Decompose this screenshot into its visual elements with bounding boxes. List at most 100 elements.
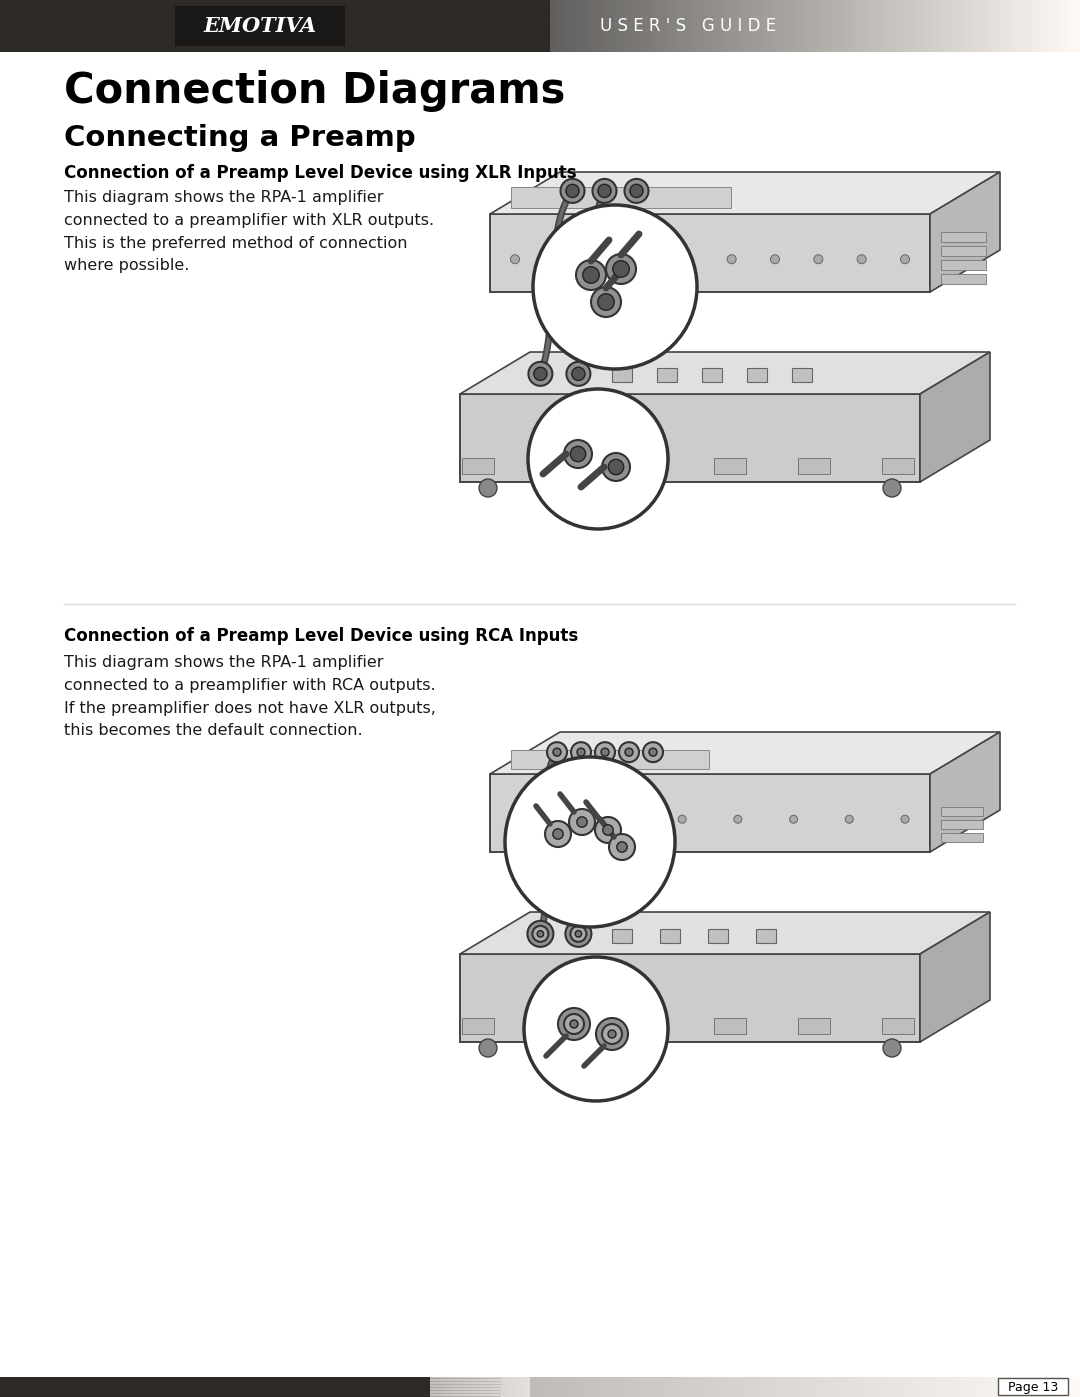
Bar bbox=[566, 0, 572, 52]
Circle shape bbox=[534, 367, 546, 380]
Bar bbox=[591, 1377, 597, 1397]
Bar bbox=[882, 458, 914, 474]
Bar bbox=[430, 1377, 435, 1397]
Bar bbox=[998, 1377, 1068, 1396]
Bar bbox=[841, 0, 848, 52]
Bar bbox=[487, 1377, 494, 1397]
Circle shape bbox=[566, 362, 591, 386]
Bar bbox=[798, 1018, 831, 1034]
Bar bbox=[434, 1377, 441, 1397]
Bar bbox=[735, 0, 742, 52]
Bar bbox=[127, 1377, 134, 1397]
Circle shape bbox=[624, 179, 648, 203]
Bar bbox=[5, 1377, 12, 1397]
Bar bbox=[708, 929, 728, 943]
Bar bbox=[408, 1377, 415, 1397]
Circle shape bbox=[480, 1039, 497, 1058]
Bar bbox=[882, 1377, 889, 1397]
Bar bbox=[630, 458, 662, 474]
Bar bbox=[153, 1377, 160, 1397]
Bar bbox=[900, 0, 906, 52]
Bar bbox=[350, 1377, 356, 1397]
Bar bbox=[313, 1377, 319, 1397]
Bar bbox=[805, 0, 811, 52]
Bar bbox=[618, 1377, 624, 1397]
Text: Connection Diagrams: Connection Diagrams bbox=[64, 70, 565, 112]
Polygon shape bbox=[920, 352, 990, 482]
Circle shape bbox=[565, 1016, 583, 1032]
Bar bbox=[725, 0, 731, 52]
Bar bbox=[31, 1377, 38, 1397]
Bar bbox=[974, 0, 981, 52]
Bar bbox=[1022, 0, 1028, 52]
Bar bbox=[752, 0, 758, 52]
Bar bbox=[778, 1377, 784, 1397]
Circle shape bbox=[609, 834, 635, 861]
Bar bbox=[1036, 1377, 1042, 1397]
Bar bbox=[345, 1377, 351, 1397]
Bar bbox=[714, 1018, 746, 1034]
Bar bbox=[53, 1377, 59, 1397]
Circle shape bbox=[643, 742, 663, 763]
Circle shape bbox=[566, 921, 592, 947]
Circle shape bbox=[608, 1030, 616, 1038]
Circle shape bbox=[617, 842, 627, 852]
Bar bbox=[477, 1377, 484, 1397]
Bar bbox=[630, 1018, 662, 1034]
Text: Connection of a Preamp Level Device using RCA Inputs: Connection of a Preamp Level Device usin… bbox=[64, 627, 578, 645]
Bar bbox=[683, 0, 689, 52]
Bar bbox=[546, 458, 578, 474]
Bar bbox=[799, 1377, 806, 1397]
Bar bbox=[1020, 1377, 1026, 1397]
Bar bbox=[27, 1377, 32, 1397]
Bar bbox=[810, 0, 816, 52]
Bar bbox=[366, 1377, 372, 1397]
Bar bbox=[563, 1377, 569, 1397]
Bar bbox=[602, 1377, 608, 1397]
Bar bbox=[688, 0, 694, 52]
Bar bbox=[440, 1377, 446, 1397]
Bar bbox=[1047, 1377, 1053, 1397]
Bar bbox=[1009, 1377, 1015, 1397]
Bar bbox=[1014, 1377, 1021, 1397]
Bar bbox=[792, 367, 812, 383]
Bar bbox=[794, 1377, 800, 1397]
Bar bbox=[747, 367, 767, 383]
Bar bbox=[794, 0, 800, 52]
Bar bbox=[75, 1377, 81, 1397]
Bar bbox=[1058, 0, 1065, 52]
Bar bbox=[998, 1377, 1004, 1397]
Bar bbox=[677, 0, 684, 52]
Bar bbox=[810, 1377, 816, 1397]
Polygon shape bbox=[490, 214, 930, 292]
Text: Connecting a Preamp: Connecting a Preamp bbox=[64, 124, 416, 152]
Bar bbox=[42, 1377, 49, 1397]
Polygon shape bbox=[490, 732, 1000, 774]
Bar bbox=[37, 1377, 43, 1397]
Bar bbox=[0, 1377, 6, 1397]
Bar bbox=[206, 1377, 213, 1397]
Bar bbox=[607, 1377, 613, 1397]
Bar bbox=[472, 1377, 478, 1397]
Bar bbox=[858, 0, 864, 52]
Bar bbox=[228, 1377, 234, 1397]
Bar bbox=[1064, 1377, 1070, 1397]
Bar bbox=[863, 0, 869, 52]
Bar bbox=[883, 0, 890, 52]
Bar bbox=[650, 0, 657, 52]
Bar bbox=[593, 0, 598, 52]
Bar bbox=[372, 1377, 377, 1397]
Circle shape bbox=[846, 816, 853, 823]
Bar bbox=[286, 1377, 293, 1397]
Bar bbox=[588, 0, 593, 52]
Circle shape bbox=[608, 460, 624, 475]
Bar bbox=[836, 0, 842, 52]
Bar bbox=[874, 0, 879, 52]
Bar bbox=[511, 750, 708, 768]
Circle shape bbox=[570, 926, 586, 942]
Bar bbox=[239, 1377, 245, 1397]
Bar bbox=[767, 1377, 773, 1397]
Bar bbox=[882, 1018, 914, 1034]
Bar bbox=[525, 1377, 531, 1397]
Bar bbox=[376, 1377, 382, 1397]
